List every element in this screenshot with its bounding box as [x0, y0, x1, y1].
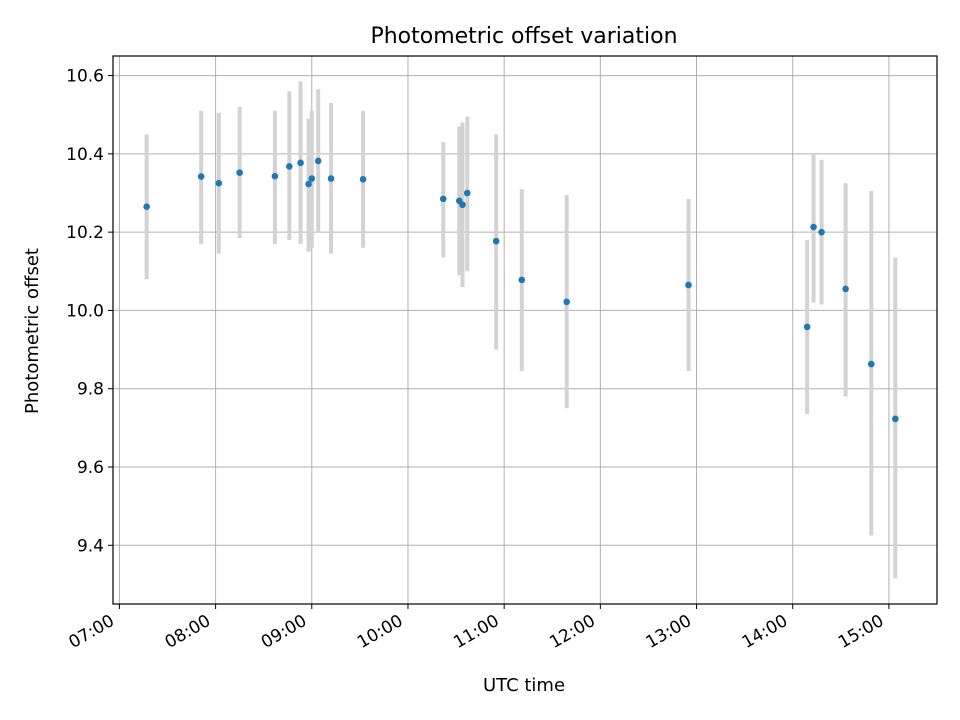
x-axis-label: UTC time: [483, 675, 565, 696]
data-point: [818, 228, 825, 236]
data-point: [867, 360, 875, 368]
data-point: [236, 169, 243, 176]
data-point: [359, 176, 367, 183]
data-point: [327, 175, 335, 182]
data-point: [439, 195, 447, 203]
data-point: [563, 298, 570, 306]
plot-frame: [112, 55, 938, 605]
y-tick-label: 9.4: [77, 536, 104, 556]
grid-lines: [113, 56, 937, 604]
data-point: [463, 189, 471, 197]
data-point: [215, 179, 223, 187]
data-point: [143, 203, 150, 210]
data-point: [305, 180, 312, 188]
data-points: [143, 157, 899, 423]
data-point: [892, 415, 899, 423]
data-point: [271, 172, 279, 180]
y-tick-label: 9.8: [77, 380, 104, 400]
data-point: [810, 223, 817, 231]
y-axis-label: Photometric offset: [22, 248, 43, 414]
y-tick-label: 10.4: [66, 145, 104, 165]
data-point: [803, 323, 811, 331]
y-tick-label: 9.6: [77, 458, 104, 478]
y-tick-label: 10.2: [66, 223, 104, 243]
data-point: [492, 237, 500, 245]
data-point: [286, 163, 293, 170]
data-point: [314, 157, 322, 165]
data-point: [842, 285, 849, 293]
data-point: [297, 159, 304, 167]
y-tick-label: 10.6: [66, 67, 104, 87]
data-point: [197, 173, 205, 180]
chart-title: Photometric offset variation: [370, 24, 677, 49]
y-tick-label: 10.0: [66, 301, 104, 321]
data-point: [685, 281, 692, 289]
data-point: [308, 175, 316, 182]
data-point: [518, 276, 526, 284]
data-point: [459, 201, 466, 209]
